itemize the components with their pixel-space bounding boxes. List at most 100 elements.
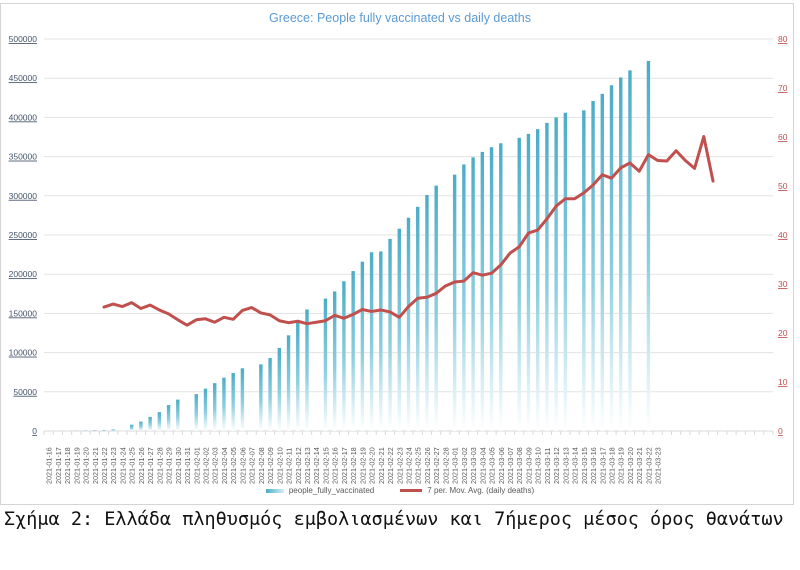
chart-legend: people_fully_vaccinated 7 per. Mov. Avg.… (0, 486, 800, 495)
x-tick-label: 2021-02-17 (340, 447, 349, 484)
y-left-tick-label: 0 (32, 426, 37, 436)
x-tick-label: 2021-01-30 (174, 447, 183, 484)
x-tick-label: 2021-01-23 (109, 447, 118, 484)
x-tick-label: 2021-02-24 (405, 447, 414, 484)
x-tick-label: 2021-03-19 (617, 447, 626, 484)
bar-people-fully-vaccinated (240, 368, 245, 431)
x-tick-label: 2021-02-11 (285, 448, 294, 484)
x-tick-label: 2021-03-03 (469, 447, 478, 484)
y-right-tick-label: 30 (778, 279, 788, 289)
bar-people-fully-vaccinated (369, 252, 374, 431)
x-tick-label: 2021-03-11 (543, 448, 552, 484)
x-tick-label: 2021-02-16 (331, 447, 340, 484)
y-left-tick-label: 100000 (9, 348, 38, 358)
y-right-tick-label: 70 (778, 83, 788, 93)
x-tick-label: 2021-02-23 (395, 447, 404, 484)
y-left-tick-label: 450000 (9, 73, 38, 83)
bar-people-fully-vaccinated (342, 281, 346, 431)
x-tick-label: 2021-02-08 (257, 447, 266, 484)
x-tick-label: 2021-03-08 (515, 447, 524, 484)
bar-people-fully-vaccinated (434, 185, 438, 431)
legend-line-swatch-icon (400, 489, 423, 492)
bar-people-fully-vaccinated (360, 261, 365, 431)
bar-people-fully-vaccinated (93, 430, 97, 431)
y-left-tick-label: 150000 (9, 308, 38, 318)
bar-people-fully-vaccinated (305, 309, 309, 431)
x-tick-label: 2021-01-19 (72, 447, 81, 484)
x-tick-label: 2021-03-02 (460, 447, 469, 484)
x-tick-label: 2021-03-14 (571, 447, 580, 484)
x-tick-label: 2021-03-22 (644, 447, 653, 484)
bar-people-fully-vaccinated (259, 364, 263, 431)
x-tick-label: 2021-01-17 (54, 447, 63, 484)
bar-people-fully-vaccinated (323, 298, 328, 431)
bar-people-fully-vaccinated (111, 429, 115, 431)
x-tick-label: 2021-01-21 (91, 447, 100, 484)
x-tick-label: 2021-01-16 (45, 447, 54, 484)
x-tick-label: 2021-03-06 (497, 447, 506, 484)
chart-title: Greece: People fully vaccinated vs daily… (269, 11, 531, 25)
bar-people-fully-vaccinated (554, 117, 558, 432)
x-tick-label: 2021-02-18 (349, 447, 358, 484)
x-tick-label: 2021-02-19 (358, 447, 367, 484)
bar-people-fully-vaccinated (351, 271, 355, 431)
bar-people-fully-vaccinated (545, 122, 549, 431)
bar-people-fully-vaccinated (296, 322, 300, 431)
bar-people-fully-vaccinated (628, 70, 632, 432)
legend-label-deaths: 7 per. Mov. Avg. (daily deaths) (427, 486, 535, 495)
x-tick-label: 2021-03-15 (580, 447, 589, 484)
bar-people-fully-vaccinated (471, 157, 475, 431)
x-tick-label: 2021-02-12 (294, 447, 303, 484)
x-tick-label: 2021-01-22 (100, 447, 109, 484)
x-tick-label: 2021-03-17 (598, 447, 607, 484)
bar-people-fully-vaccinated (452, 174, 457, 431)
bar-people-fully-vaccinated (222, 377, 226, 431)
x-tick-label: 2021-02-02 (201, 447, 210, 484)
x-tick-label: 2021-02-28 (441, 447, 450, 484)
x-tick-label: 2021-03-04 (478, 447, 487, 484)
chart-frame (0, 3, 794, 505)
x-tick-label: 2021-02-25 (414, 447, 423, 484)
x-tick-label: 2021-02-22 (386, 447, 395, 484)
x-tick-label: 2021-02-10 (275, 447, 284, 484)
bar-people-fully-vaccinated (203, 388, 208, 431)
bar-people-fully-vaccinated (416, 206, 420, 431)
bar-people-fully-vaccinated (379, 251, 383, 431)
bar-people-fully-vaccinated (591, 100, 595, 431)
x-tick-label: 2021-01-29 (165, 447, 174, 484)
x-tick-label: 2021-02-01 (192, 447, 201, 484)
bar-people-fully-vaccinated (480, 151, 485, 431)
x-tick-label: 2021-01-27 (146, 447, 155, 484)
y-right-tick-label: 60 (778, 132, 788, 142)
x-tick-label: 2021-02-06 (238, 447, 247, 484)
y-right-tick-label: 20 (778, 328, 788, 338)
x-tick-label: 2021-01-20 (82, 447, 91, 484)
bar-people-fully-vaccinated (277, 347, 282, 431)
x-tick-label: 2021-03-18 (608, 447, 617, 484)
x-tick-label: 2021-02-14 (312, 447, 321, 484)
bar-people-fully-vaccinated (646, 60, 651, 432)
y-left-tick-label: 400000 (9, 112, 38, 122)
bar-people-fully-vaccinated (517, 137, 521, 431)
bar-people-fully-vaccinated (406, 217, 411, 431)
bar-people-fully-vaccinated (535, 129, 540, 431)
bar-people-fully-vaccinated (213, 383, 217, 431)
legend-item-vaccinated: people_fully_vaccinated (265, 486, 374, 495)
bar-people-fully-vaccinated (397, 228, 401, 431)
x-tick-label: 2021-03-09 (524, 447, 533, 484)
y-left-tick-label: 350000 (9, 152, 38, 162)
x-tick-label: 2021-02-05 (229, 447, 238, 484)
bar-people-fully-vaccinated (425, 195, 429, 431)
bar-people-fully-vaccinated (563, 112, 568, 432)
y-left-tick-label: 200000 (9, 269, 38, 279)
x-tick-label: 2021-03-16 (589, 447, 598, 484)
x-tick-label: 2021-02-21 (377, 447, 386, 484)
x-tick-label: 2021-01-26 (137, 447, 146, 484)
x-tick-label: 2021-02-26 (423, 447, 432, 484)
x-tick-label: 2021-02-03 (211, 447, 220, 484)
bar-people-fully-vaccinated (286, 335, 291, 431)
bar-people-fully-vaccinated (166, 405, 171, 431)
x-tick-label: 2021-03-12 (552, 447, 561, 484)
y-right-tick-label: 80 (778, 34, 788, 44)
bar-people-fully-vaccinated (388, 238, 392, 431)
